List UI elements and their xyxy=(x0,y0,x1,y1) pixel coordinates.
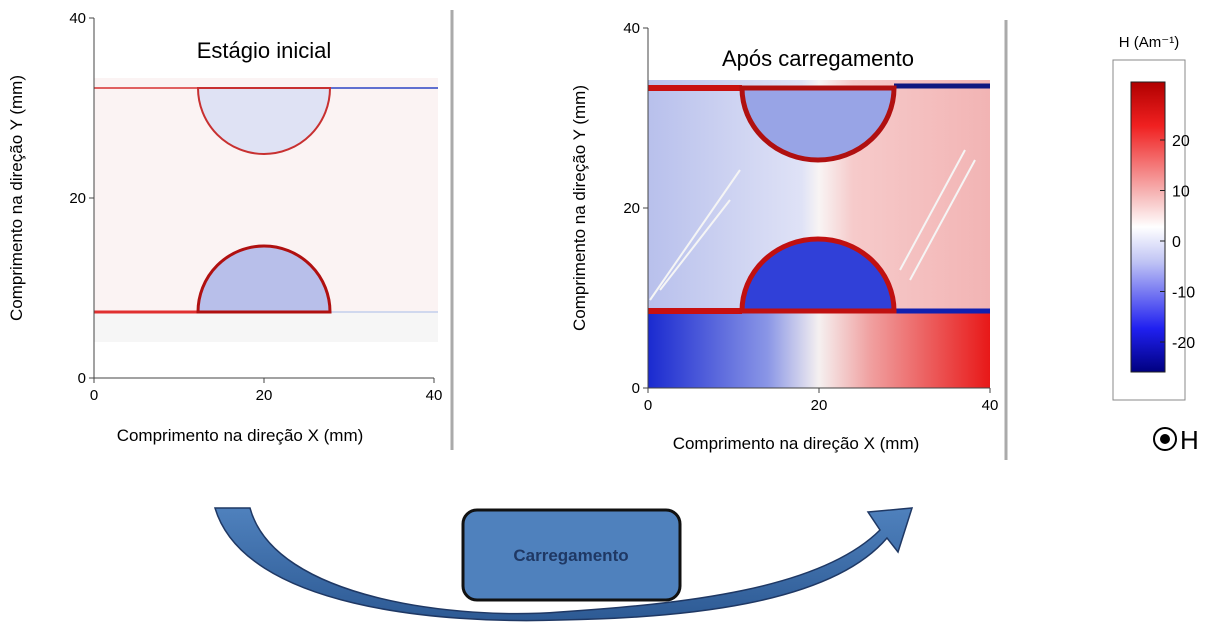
y-tick-label: 0 xyxy=(78,370,86,387)
x-axis-label: Comprimento na direção X (mm) xyxy=(673,434,920,453)
y-tick-label: 40 xyxy=(623,20,640,37)
y-tick-label: 20 xyxy=(623,200,640,217)
colorbar-tick-label: 0 xyxy=(1172,234,1181,251)
process-box xyxy=(461,508,682,602)
colorbar-tick-label: 10 xyxy=(1172,184,1190,201)
x-tick-label: 40 xyxy=(426,387,443,404)
process-arrow xyxy=(213,507,914,622)
panel-title: Estágio inicial xyxy=(197,38,332,63)
colorbar-tick-label: -20 xyxy=(1172,335,1195,352)
x-tick-label: 40 xyxy=(982,397,999,414)
y-tick-label: 0 xyxy=(632,380,640,397)
symbol-label: H xyxy=(1180,425,1199,455)
colorbar-tick-label: -10 xyxy=(1172,285,1195,302)
colorbar-title: H (Am⁻¹) xyxy=(1119,34,1179,51)
heatmap-right xyxy=(648,20,1008,460)
field-direction-symbol xyxy=(1153,427,1177,451)
field-direction-dot xyxy=(1160,434,1170,444)
y-axis-label: Comprimento na direção Y (mm) xyxy=(7,75,26,321)
x-tick-label: 20 xyxy=(256,387,273,404)
process-label: Carregamento xyxy=(513,546,628,565)
colorbar-tick-label: 20 xyxy=(1172,133,1190,150)
panel-title: Após carregamento xyxy=(722,46,914,71)
x-tick-label: 0 xyxy=(644,397,652,414)
x-axis-label: Comprimento na direção X (mm) xyxy=(117,426,364,445)
y-tick-label: 20 xyxy=(69,190,86,207)
x-tick-label: 0 xyxy=(90,387,98,404)
y-tick-label: 40 xyxy=(69,10,86,27)
y-axis-label: Comprimento na direção Y (mm) xyxy=(570,85,589,331)
x-tick-label: 20 xyxy=(811,397,828,414)
heatmap-left xyxy=(94,10,454,450)
colorbar xyxy=(1112,59,1186,401)
